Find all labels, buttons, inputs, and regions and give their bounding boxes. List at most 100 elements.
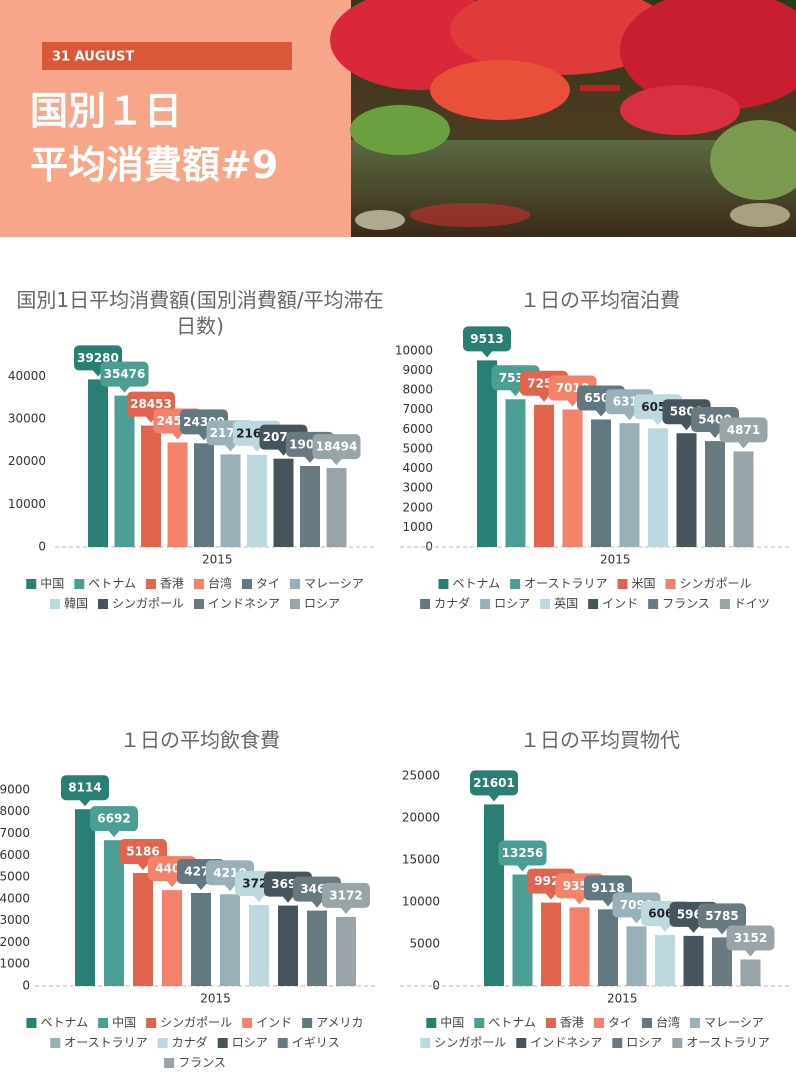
y-tick-label: 3000 [0, 913, 30, 927]
legend-swatch [438, 579, 449, 589]
value-label: 5186 [126, 844, 159, 858]
header-bg [0, 0, 351, 237]
bubble-pointer [737, 441, 750, 449]
bar [683, 935, 704, 986]
bubble-pointer [716, 927, 728, 935]
bar [712, 937, 732, 986]
legend-item: ベトナム [474, 1016, 536, 1030]
legend-label: オーストラリア [686, 1036, 769, 1050]
bubble-box [312, 434, 361, 460]
legend-swatch [164, 1058, 175, 1068]
legend-swatch [74, 579, 85, 589]
bar [591, 419, 611, 547]
bubble-box [470, 770, 518, 796]
legend-swatch [719, 599, 730, 609]
date: 31 AUGUST [52, 50, 134, 65]
bubble-pointer [545, 892, 557, 900]
y-tick-label: 15000 [402, 852, 440, 866]
value-label: 13256 [502, 846, 544, 860]
legend-swatch [241, 579, 252, 589]
bubble-pointer [195, 882, 207, 890]
value-label: 35476 [104, 367, 146, 381]
value-label: 8114 [68, 781, 101, 795]
legend-label: イギリス [292, 1036, 340, 1050]
bubble-pointer [709, 431, 721, 439]
legend-swatch [289, 579, 300, 589]
bar [307, 910, 327, 986]
bar [534, 404, 554, 547]
value-label: 9118 [591, 881, 624, 895]
bar [336, 916, 356, 986]
legend-swatch [26, 579, 37, 589]
legend-item: シンガポール [420, 1036, 506, 1050]
bubble-pointer [516, 864, 529, 872]
chart-title: 国別1日平均消費額(国別消費額/平均滞在日数) [16, 288, 384, 338]
y-tick-label: 4000 [402, 461, 433, 475]
bubble-pointer [224, 884, 236, 892]
legend-swatch [50, 1038, 61, 1048]
legend-swatch [193, 579, 204, 589]
bar [133, 872, 153, 986]
bar [619, 423, 640, 547]
legend-item: インドネシア [194, 597, 280, 611]
bubble-pointer [659, 925, 671, 933]
y-tick-label: 10000 [402, 894, 440, 908]
legend-item: ロシア [480, 597, 530, 611]
legend-label: インド [256, 1016, 292, 1030]
bar [705, 441, 725, 547]
value-label: 3152 [734, 931, 767, 945]
bubble-pointer [680, 423, 693, 431]
legend-swatch [672, 1038, 683, 1048]
legend-item: シンガポール [97, 597, 184, 611]
value-bubble: 21601 [470, 770, 518, 802]
legend-swatch [98, 1018, 109, 1028]
legend-item: 米国 [617, 577, 656, 591]
y-tick-label: 6000 [402, 422, 433, 436]
legend-swatch [540, 599, 551, 609]
value-label: 3172 [329, 888, 362, 902]
value-label: 39280 [77, 351, 119, 365]
bubble-pointer [488, 794, 500, 802]
legend-item: フランス [648, 597, 710, 611]
legend-swatch [648, 599, 659, 609]
value-label: 4871 [727, 423, 760, 437]
bubble-pointer [744, 949, 757, 957]
legend-label: 台湾 [656, 1015, 680, 1030]
legend-item: オーストラリア [510, 577, 608, 591]
legend-label: 中国 [440, 1015, 464, 1030]
legend-item: アメリカ [302, 1016, 364, 1030]
bubble-pointer [171, 432, 184, 440]
bubble-box [463, 326, 511, 352]
legend-label: ロシア [304, 597, 340, 611]
legend-item: マレーシア [289, 577, 364, 591]
chart-title: １日の平均宿泊費 [520, 288, 680, 312]
y-tick-label: 1000 [402, 520, 433, 534]
legend-swatch [480, 599, 491, 609]
y-tick-label: 0 [22, 979, 30, 993]
y-tick-label: 9000 [0, 782, 30, 796]
y-tick-label: 1000 [0, 957, 30, 971]
legend-item: 香港 [545, 1016, 584, 1030]
legend-swatch [277, 1038, 288, 1048]
bubble-pointer [118, 385, 131, 393]
y-tick-label: 7000 [402, 402, 433, 416]
legend-swatch [194, 599, 204, 609]
bar [626, 926, 647, 986]
bar [114, 395, 135, 547]
y-tick-label: 8000 [0, 804, 30, 818]
bubble-pointer [566, 399, 579, 407]
x-tick-label: 2015 [607, 992, 638, 1006]
legend-swatch [97, 599, 108, 609]
bar [300, 465, 320, 547]
bubble-box [100, 361, 149, 387]
value-bubble: 5785 [698, 903, 746, 935]
legend-item: オーストラリア [672, 1036, 770, 1050]
bubble-box [322, 882, 370, 908]
legend-swatch [474, 1018, 485, 1028]
legend-item: ロシア [290, 597, 340, 611]
legend-item: 香港 [145, 577, 184, 591]
x-tick-label: 2015 [200, 992, 231, 1006]
bar [162, 890, 182, 986]
legend-label: マレーシア [704, 1016, 764, 1030]
